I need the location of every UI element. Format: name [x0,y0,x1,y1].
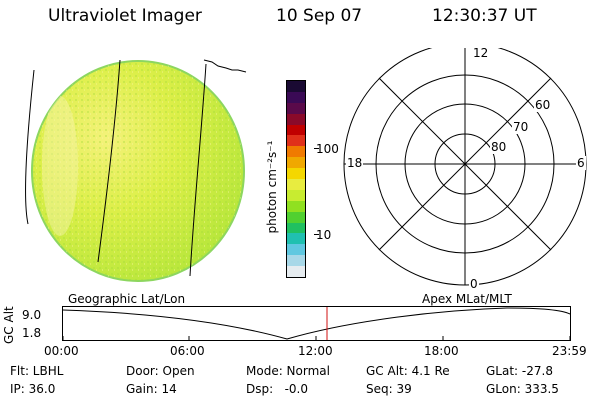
lon-line [189,63,207,277]
seq-info: Seq: 39 [366,382,412,396]
color-scale-bar [286,80,306,278]
filter-info: Flt: LBHL [10,364,64,378]
date-label: 10 Sep 07 [276,6,363,26]
coastline-line [203,59,247,73]
color-band [287,200,305,212]
lon-line [25,69,35,225]
color-band [287,179,305,190]
time-tick-1800: 18:00 [424,344,459,358]
earth-disk-image [25,59,247,282]
altitude-curve-line [62,307,571,340]
color-band [287,168,305,180]
gc-alt-tick-9: 9.0 [22,308,42,322]
color-band [287,244,305,256]
door-info: Door: Open [126,364,195,378]
gc-alt-info: GC Alt: 4.1 Re [366,364,450,378]
time-tick-2359: 23:59 [552,344,587,358]
mlt-label-6: 6 [576,156,586,170]
color-band [287,146,305,158]
color-band [287,211,305,223]
color-band [287,135,305,147]
color-band [287,124,305,136]
lat-label-60: 60 [534,98,552,112]
lat-label-80: 80 [490,140,508,154]
polar-diagonal [378,77,552,251]
dsp-info: Dsp: -0.0 [246,382,309,396]
color-band [287,255,305,267]
orbit-altitude-plot [62,306,571,341]
geographic-latlon-label: Geographic Lat/Lon [68,292,186,306]
lon-line [97,59,121,263]
time-tick-0000: 00:00 [44,344,79,358]
time-tick-1200: 12:00 [298,344,333,358]
colorbar-tick-100: 100 [316,142,339,156]
color-band [287,113,305,125]
colorbar-unit-label: photon cm⁻²s⁻¹ [265,140,279,234]
ip-info: IP: 36.0 [10,382,56,396]
mlt-label-12: 12 [472,46,490,60]
time-tick-0600: 06:00 [170,344,205,358]
color-band [287,91,305,103]
colorbar-tick-10: 10 [316,228,332,242]
color-band [287,189,305,201]
mlt-label-0: 0 [469,277,479,291]
mode-info: Mode: Normal [246,364,330,378]
color-band [287,157,305,169]
gc-alt-tick-1-8: 1.8 [22,326,42,340]
color-band [287,102,305,114]
color-band [287,222,305,234]
gain-info: Gain: 14 [126,382,177,396]
color-band [287,81,305,92]
mlt-label-18: 18 [346,156,364,170]
glon-info: GLon: 333.5 [486,382,559,396]
instrument-title: Ultraviolet Imager [48,6,202,26]
apex-mlat-mlt-label: Apex MLat/MLT [422,292,512,306]
color-band [287,233,305,245]
gc-alt-axis-label: GC Alt [2,306,16,344]
lat-label-70: 70 [512,120,530,134]
color-band [287,266,305,278]
polar-grid-plot [343,48,587,286]
glat-info: GLat: -27.8 [486,364,553,378]
time-label: 12:30:37 UT [432,6,537,26]
